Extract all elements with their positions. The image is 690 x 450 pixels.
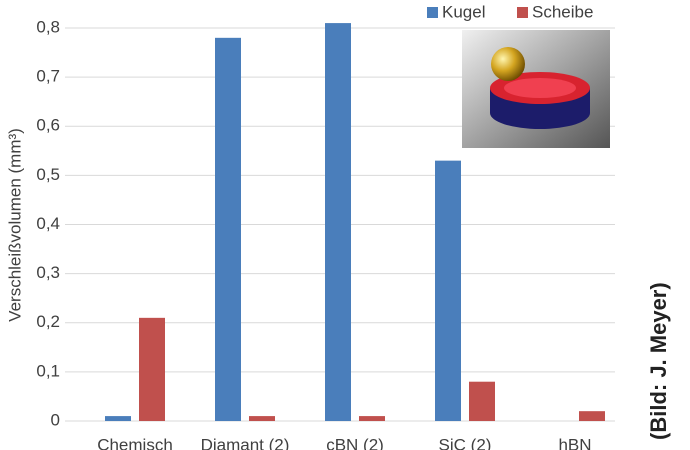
y-tick-label: 0,7: [36, 67, 60, 86]
bar: [359, 416, 385, 421]
y-tick-label: 0,3: [36, 263, 60, 282]
x-tick-label: SiC (2): [439, 435, 492, 450]
credit: (Bild: J. Meyer): [646, 282, 671, 440]
bar: [105, 416, 131, 421]
x-tick-label: hBN: [558, 435, 591, 450]
bar: [215, 37, 241, 421]
bar: [249, 416, 275, 421]
y-tick-label: 0,2: [36, 312, 60, 331]
legend-swatch: [427, 7, 438, 18]
x-tick-label: Diamant (2): [201, 435, 290, 450]
bar: [325, 23, 351, 422]
y-tick-label: 0,8: [36, 17, 60, 36]
x-tick-label: Chemisch: [97, 435, 173, 450]
legend-label: Scheibe: [532, 2, 593, 21]
y-tick-label: 0,4: [36, 214, 60, 233]
inset-image: [462, 30, 610, 148]
legend-swatch: [517, 7, 528, 18]
bar: [139, 317, 165, 421]
bar: [435, 160, 461, 421]
bar: [469, 381, 495, 421]
y-tick-label: 0: [51, 410, 60, 429]
y-tick-label: 0,1: [36, 361, 60, 380]
y-tick-label: 0,5: [36, 165, 60, 184]
bar: [579, 411, 605, 421]
legend-label: Kugel: [442, 2, 485, 21]
y-axis-label: Verschleißvolumen (mm³): [5, 128, 24, 322]
x-tick-label: cBN (2): [326, 435, 384, 450]
y-tick-label: 0,6: [36, 116, 60, 135]
